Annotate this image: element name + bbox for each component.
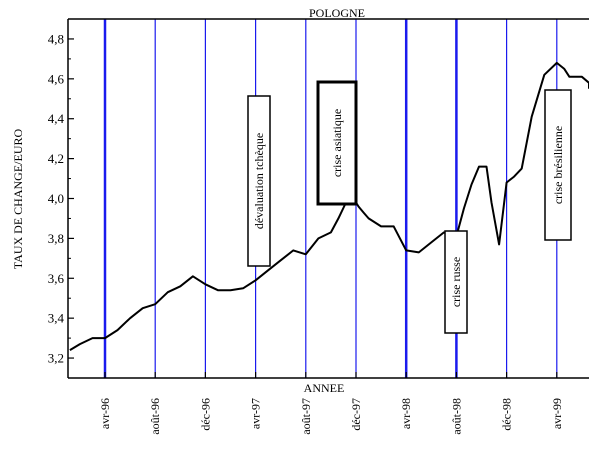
y-tick-label: 4,0 (48, 191, 64, 206)
y-tick-label: 3,2 (48, 351, 64, 366)
y-tick-label: 4,8 (48, 31, 64, 46)
annotations: dévaluation tchèque crise asiatique crise … (247, 80, 572, 334)
x-tick-label: avr-96 (98, 398, 112, 429)
chart-title: POLOGNE (309, 6, 365, 20)
annotation: dévaluation tchèque (247, 95, 271, 267)
annotation-box (544, 89, 572, 241)
annotation-label: dévaluation tchèque (252, 133, 266, 229)
annotation-label: crise asiatique (330, 109, 344, 177)
x-tick-label: déc-96 (198, 398, 212, 431)
annotation-label: crise russe (449, 257, 463, 307)
y-tick-label: 4,2 (48, 151, 64, 166)
annotation-box (316, 80, 358, 206)
x-tick-label: avr-98 (399, 398, 413, 429)
y-axis-title: TAUX DE CHANGE/EURO (11, 128, 25, 269)
y-tick-label: 3,4 (48, 311, 65, 326)
annotation: crise brésilienne (544, 89, 572, 241)
y-tick-label: 3,8 (48, 231, 64, 246)
x-axis-ticks: avr-96 août-96 déc-96 avr-97 août-97 déc-97 av… (98, 372, 564, 435)
y-tick-label: 4,6 (48, 71, 65, 86)
annotation: crise asiatique (316, 80, 358, 206)
x-tick-label: août-96 (148, 398, 162, 435)
y-tick-label: 3,6 (48, 271, 65, 286)
annotation-box (444, 230, 468, 334)
x-tick-label: avr-97 (249, 398, 263, 429)
annotation: crise russe (444, 230, 468, 334)
x-tick-label: août-98 (449, 398, 463, 435)
y-tick-label: 4,4 (48, 111, 65, 126)
annotation-box (247, 95, 271, 267)
x-tick-label: août-97 (299, 398, 313, 435)
x-tick-label: déc-98 (500, 398, 514, 431)
series-line (69, 61, 589, 351)
y-axis-ticks: 3,2 3,4 3,6 3,8 4,0 4,2 4,4 4,6 4,8 (48, 31, 74, 366)
x-tick-label: déc-97 (349, 398, 363, 431)
annotation-label: crise brésilienne (551, 126, 565, 204)
x-tick-label: avr-99 (550, 398, 564, 429)
x-axis-title: ANNEE (304, 381, 345, 395)
